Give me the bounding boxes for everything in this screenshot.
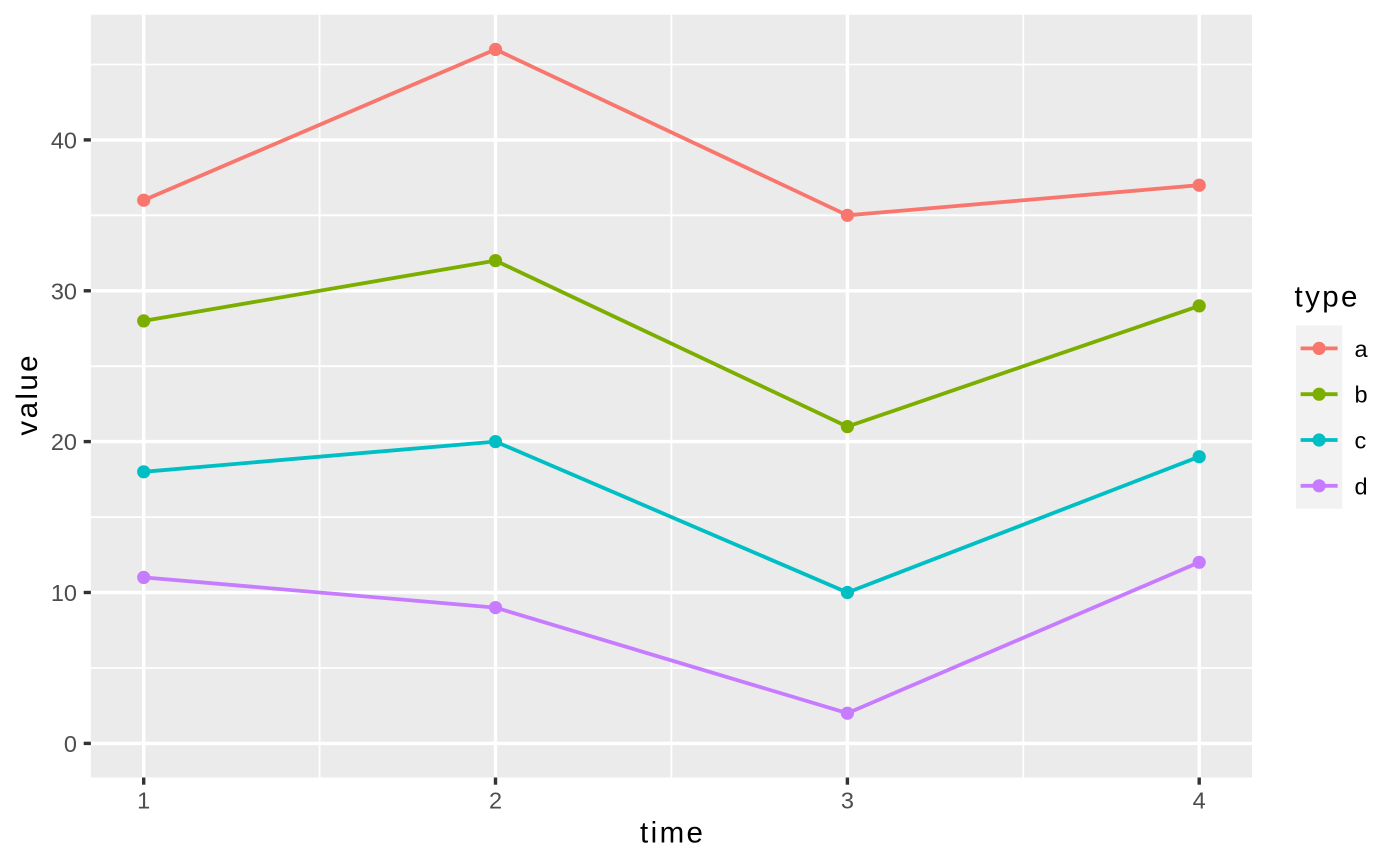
svg-text:type: type — [1295, 281, 1360, 314]
svg-text:d: d — [1355, 473, 1368, 499]
svg-text:40: 40 — [51, 127, 77, 153]
svg-text:c: c — [1355, 428, 1367, 454]
svg-text:a: a — [1355, 336, 1369, 362]
svg-text:0: 0 — [64, 731, 77, 757]
svg-text:value: value — [11, 353, 44, 436]
svg-text:3: 3 — [841, 787, 854, 813]
svg-text:10: 10 — [51, 580, 77, 606]
svg-text:20: 20 — [51, 429, 77, 455]
svg-text:2: 2 — [489, 787, 502, 813]
svg-text:time: time — [640, 817, 705, 850]
svg-text:30: 30 — [51, 278, 77, 304]
svg-text:b: b — [1355, 382, 1368, 408]
svg-text:1: 1 — [137, 787, 150, 813]
svg-text:4: 4 — [1193, 787, 1206, 813]
